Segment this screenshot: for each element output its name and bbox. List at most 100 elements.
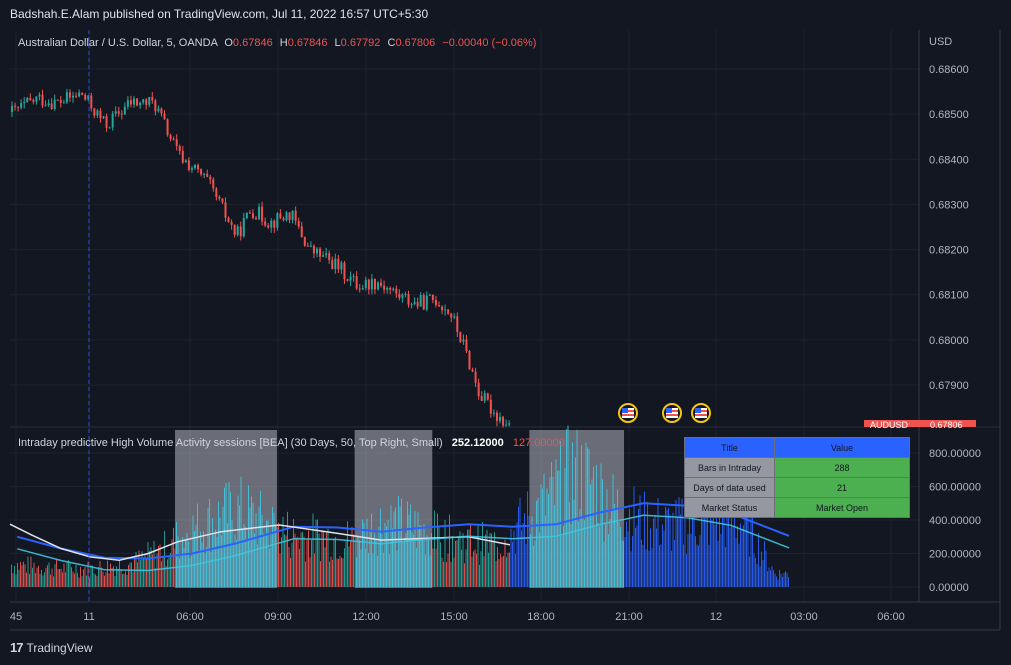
ma-line-cyan bbox=[17, 514, 790, 572]
time-tick-label: 15:00 bbox=[440, 611, 468, 623]
volume-bar bbox=[15, 574, 17, 587]
time-tick-label: 03:00 bbox=[790, 611, 818, 623]
volume-bar bbox=[425, 554, 426, 587]
candle-body bbox=[297, 220, 300, 227]
volume-bar bbox=[654, 514, 656, 587]
volume-bar bbox=[492, 540, 494, 587]
volume-bar bbox=[270, 532, 272, 587]
volume-bar bbox=[342, 558, 344, 587]
volume-bar bbox=[695, 536, 696, 587]
volume-bar bbox=[752, 510, 753, 587]
candle-body bbox=[361, 287, 364, 290]
candle-body bbox=[75, 95, 78, 97]
candle-body bbox=[434, 300, 437, 306]
volume-bar bbox=[777, 579, 779, 587]
us-flag-icon bbox=[691, 403, 711, 423]
volume-bar bbox=[251, 496, 252, 587]
volume-bar bbox=[131, 562, 132, 587]
price-axis[interactable]: 0.68600 0.68500 0.68400 0.68300 0.68200 0.681… bbox=[929, 64, 969, 392]
volume-bar bbox=[173, 527, 174, 587]
volume-bar bbox=[611, 510, 612, 587]
table-header-value: Value bbox=[774, 437, 910, 458]
candle-body bbox=[126, 100, 129, 107]
volume-bar bbox=[722, 506, 723, 587]
candle-body bbox=[282, 218, 285, 221]
volume-bar bbox=[719, 496, 720, 587]
volume-bar bbox=[140, 560, 141, 587]
volume-bar bbox=[410, 504, 411, 587]
volume-bar bbox=[554, 504, 555, 587]
volume-bar bbox=[503, 555, 504, 587]
volume-bar bbox=[212, 517, 213, 587]
volume-bar bbox=[180, 554, 182, 587]
volume-bar bbox=[303, 536, 305, 587]
volume-bar bbox=[531, 516, 533, 587]
candle-body bbox=[53, 99, 56, 110]
volume-bar bbox=[678, 497, 680, 587]
volume-bar bbox=[519, 497, 521, 587]
volume-bar bbox=[420, 525, 422, 587]
candle-body bbox=[105, 116, 108, 128]
candle-body bbox=[404, 293, 407, 295]
indicator-title: Intraday predictive High Volume Activity… bbox=[18, 437, 443, 449]
price-legend[interactable]: Australian Dollar / U.S. Dollar, 5, OAND… bbox=[18, 37, 536, 49]
volume-bar bbox=[27, 556, 29, 587]
volume-bar bbox=[90, 565, 92, 587]
candle-body bbox=[139, 102, 142, 106]
volume-bar bbox=[200, 531, 201, 587]
volume-bar bbox=[236, 539, 237, 587]
volume-bar bbox=[117, 568, 119, 587]
volume-bar bbox=[104, 575, 105, 587]
volume-bar bbox=[353, 534, 354, 587]
candle-body bbox=[38, 94, 41, 97]
volume-bar bbox=[203, 531, 204, 587]
volume-bar bbox=[494, 532, 495, 587]
volume-bar bbox=[486, 529, 488, 587]
volume-bar bbox=[399, 506, 401, 587]
indicator-axis[interactable]: 800.00000 600.00000 400.00000 200.00000 0.00… bbox=[929, 448, 981, 594]
volume-bar bbox=[17, 562, 18, 587]
volume-bar bbox=[645, 549, 647, 587]
volume-bar bbox=[543, 473, 545, 587]
candle-body bbox=[477, 382, 480, 397]
volume-bar bbox=[326, 532, 327, 587]
volume-bar bbox=[278, 522, 279, 587]
volume-bar bbox=[464, 563, 465, 587]
volume-bar bbox=[548, 494, 549, 587]
volume-bar bbox=[591, 479, 593, 587]
volume-bar bbox=[612, 474, 614, 587]
volume-bar bbox=[386, 526, 387, 587]
candle-body bbox=[157, 108, 160, 112]
economic-events[interactable] bbox=[618, 403, 711, 423]
tradingview-icon: 17 bbox=[10, 640, 24, 655]
ohlc-l-value: 0.67792 bbox=[341, 37, 381, 49]
volume-bar bbox=[767, 571, 768, 587]
candle-body bbox=[383, 285, 386, 290]
volume-bar bbox=[500, 553, 501, 587]
volume-bar bbox=[143, 557, 144, 587]
indicator-legend[interactable]: Intraday predictive High Volume Activity… bbox=[18, 437, 565, 449]
candle-body bbox=[17, 106, 20, 108]
volume-bar bbox=[243, 523, 245, 587]
volume-bar bbox=[396, 550, 398, 587]
volume-bar bbox=[459, 531, 461, 587]
volume-bar bbox=[216, 536, 218, 587]
volume-bar bbox=[23, 561, 24, 587]
volume-bar bbox=[603, 541, 605, 587]
volume-bar bbox=[201, 542, 203, 587]
time-axis[interactable]: 45 11 06:00 09:00 12:00 15:00 18:00 21:00 12 03:0… bbox=[10, 611, 905, 623]
volume-bar bbox=[584, 520, 585, 587]
volume-bar bbox=[395, 507, 396, 587]
volume-bar bbox=[389, 554, 390, 587]
volume-bar bbox=[474, 549, 476, 587]
candle-body bbox=[279, 213, 282, 219]
volume-bar bbox=[485, 534, 486, 587]
tradingview-logo[interactable]: 17 TradingView bbox=[10, 640, 93, 655]
candle-body bbox=[41, 94, 44, 106]
volume-bar bbox=[732, 526, 734, 587]
volume-bar bbox=[384, 522, 386, 587]
volume-bar bbox=[528, 515, 530, 587]
volume-bar bbox=[368, 552, 369, 587]
volume-bar bbox=[299, 549, 300, 587]
